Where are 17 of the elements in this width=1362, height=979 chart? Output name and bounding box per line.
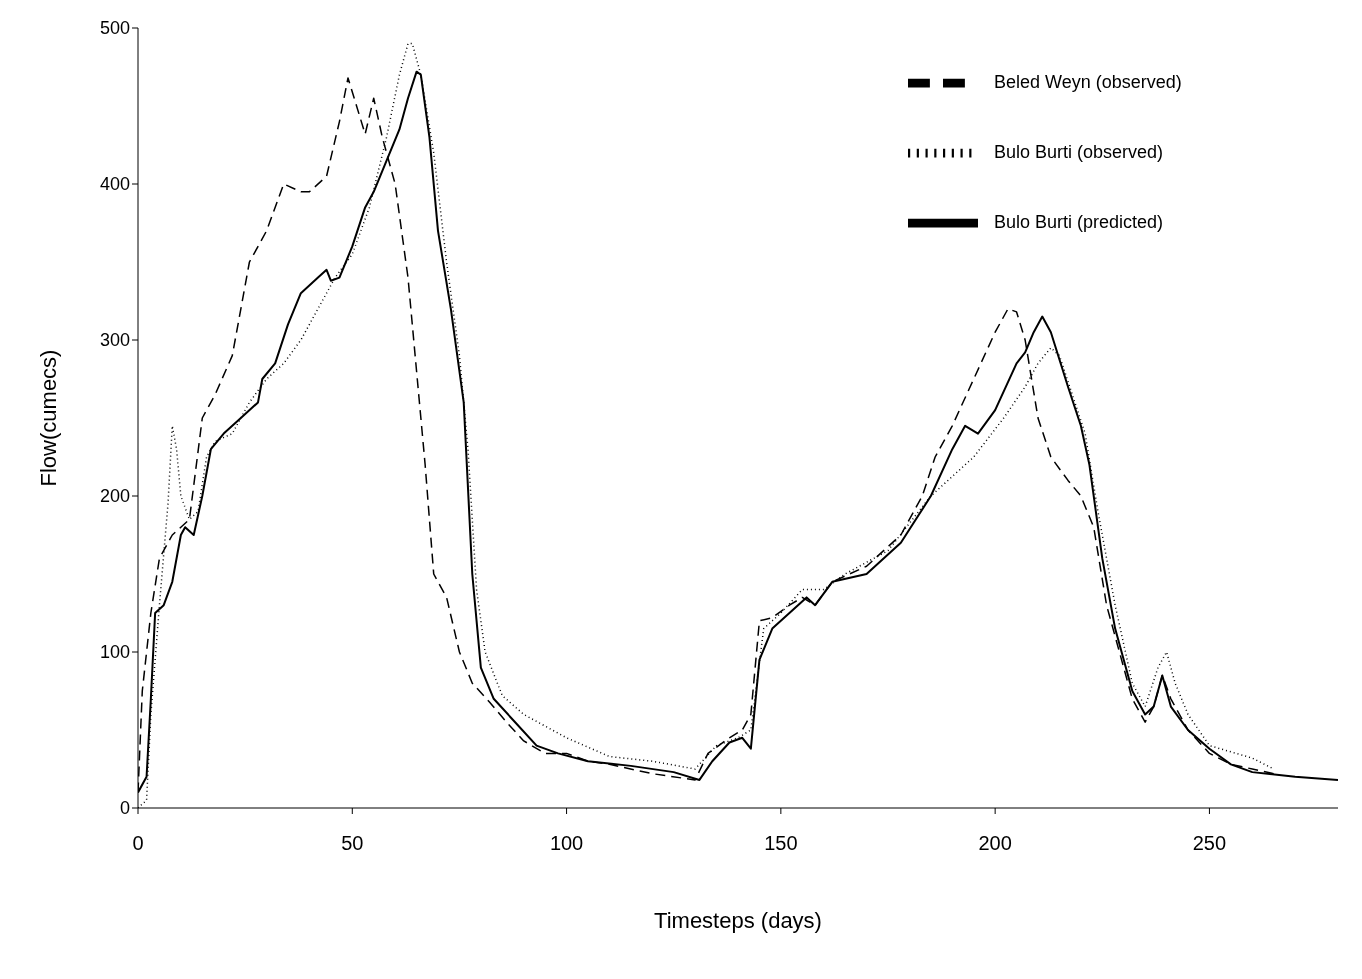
legend-label: Bulo Burti (observed) bbox=[994, 141, 1164, 162]
x-tick-label: 100 bbox=[549, 832, 584, 855]
y-tick-label: 500 bbox=[99, 18, 130, 39]
y-tick-label: 100 bbox=[99, 642, 130, 663]
y-tick-label: 400 bbox=[99, 174, 130, 195]
x-tick-label: 250 bbox=[1192, 832, 1227, 855]
y-tick-label: 200 bbox=[99, 486, 130, 507]
legend-label: Bulo Burti (predicted) bbox=[994, 211, 1164, 232]
x-tick-label: 50 bbox=[341, 832, 364, 855]
x-tick-label: 200 bbox=[978, 832, 1012, 855]
y-tick-label: 300 bbox=[99, 330, 130, 351]
x-tick-label: 0 bbox=[132, 832, 144, 855]
y-tick-label: 0 bbox=[119, 798, 130, 819]
legend-label: Beled Weyn (observed) bbox=[994, 71, 1182, 92]
y-axis-title: Flow(cumecs) bbox=[35, 349, 61, 487]
x-axis-title: Timesteps (days) bbox=[654, 908, 822, 933]
x-tick-label: 150 bbox=[764, 832, 798, 855]
